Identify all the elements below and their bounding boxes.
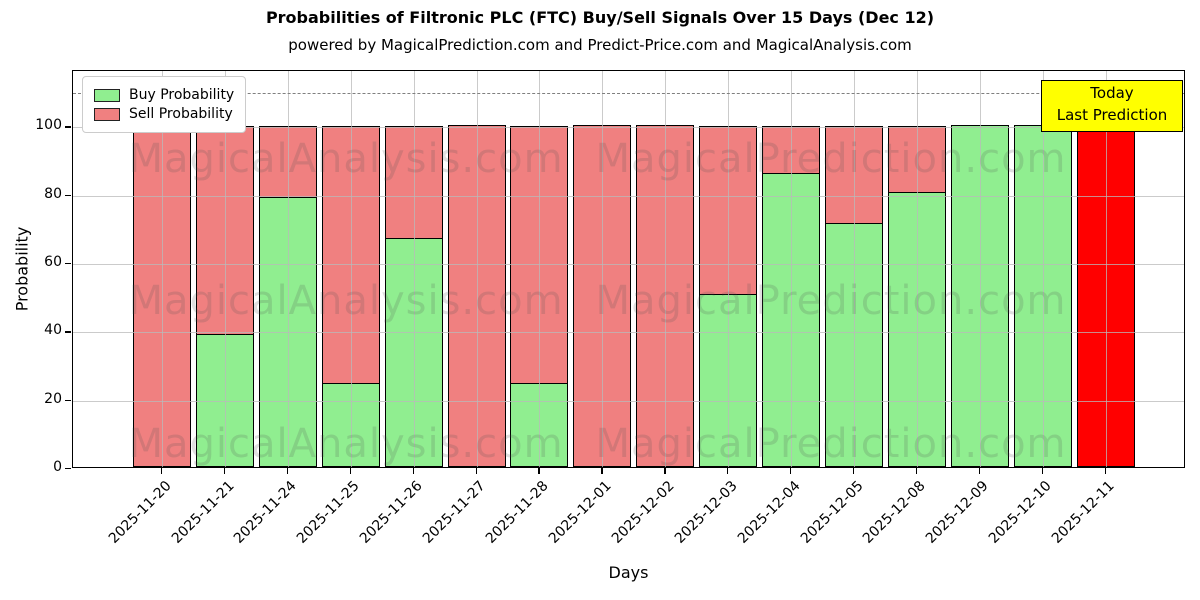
y-tick-label: 20 <box>44 390 62 407</box>
x-tick-mark <box>161 468 163 474</box>
x-tick-label: 2025-12-09 <box>923 478 993 547</box>
x-tick-label: 2025-12-05 <box>797 478 867 547</box>
chart-subtitle: powered by MagicalPrediction.com and Pre… <box>288 36 912 54</box>
y-tick-mark <box>65 263 71 265</box>
v-gridline <box>665 71 667 467</box>
x-tick-mark <box>538 468 540 474</box>
x-tick-mark <box>223 468 226 474</box>
legend-label-sell: Sell Probability <box>129 106 233 122</box>
x-tick-mark <box>412 468 414 474</box>
watermark-text: MagicalAnalysis.com <box>128 278 564 324</box>
v-gridline <box>413 71 415 467</box>
x-tick-mark <box>915 468 918 474</box>
watermark-text: MagicalPrediction.com <box>595 278 1067 324</box>
x-tick-label: 2025-12-03 <box>671 478 741 547</box>
x-tick-label: 2025-11-26 <box>357 478 426 547</box>
legend-label-buy: Buy Probability <box>129 87 235 103</box>
h-gridline <box>73 264 1184 266</box>
x-tick-mark <box>601 468 603 474</box>
watermark-text: MagicalPrediction.com <box>595 421 1067 467</box>
x-tick-label: 2025-12-08 <box>860 478 930 547</box>
x-tick-label: 2025-11-21 <box>168 478 238 547</box>
h-gridline <box>73 127 1184 129</box>
x-tick-label: 2025-12-01 <box>545 478 615 547</box>
v-gridline <box>728 71 730 467</box>
y-tick-mark <box>65 194 71 197</box>
x-tick-mark <box>790 468 792 474</box>
v-gridline <box>287 71 289 467</box>
v-gridline <box>1042 71 1044 467</box>
x-tick-label: 2025-11-28 <box>482 478 552 547</box>
y-tick-label: 0 <box>53 459 62 475</box>
watermark-text: MagicalAnalysis.com <box>128 421 564 467</box>
x-tick-mark <box>1041 468 1043 474</box>
sell-swatch-icon <box>94 107 120 121</box>
v-gridline <box>979 71 981 467</box>
y-tick-mark <box>65 399 71 402</box>
x-tick-label: 2025-12-04 <box>734 478 804 547</box>
plot-area: MagicalAnalysis.com MagicalPrediction.com… <box>72 70 1185 468</box>
x-tick-label: 2025-11-24 <box>231 478 301 547</box>
watermark-text: MagicalAnalysis.com <box>128 136 564 182</box>
h-gridline <box>73 195 1184 197</box>
x-tick-label: 2025-11-27 <box>419 478 489 547</box>
v-gridline <box>476 71 478 467</box>
h-gridline <box>73 400 1184 402</box>
x-tick-mark <box>852 468 855 474</box>
v-gridline <box>602 71 604 467</box>
threshold-dashed-line <box>73 93 1184 95</box>
x-tick-label: 2025-11-25 <box>294 478 364 547</box>
v-gridline <box>916 71 918 467</box>
y-tick-mark <box>65 126 71 128</box>
y-tick-label: 100 <box>35 117 62 134</box>
v-gridline <box>350 71 352 467</box>
x-tick-mark <box>286 468 289 474</box>
today-annotation-box: Today Last Prediction <box>1041 80 1183 132</box>
annotation-line2: Last Prediction <box>1056 105 1168 124</box>
v-gridline <box>1105 71 1107 467</box>
chart-title: Probabilities of Filtronic PLC (FTC) Buy… <box>265 8 935 27</box>
annotation-line1: Today <box>1090 84 1134 102</box>
v-gridline <box>224 71 226 467</box>
x-axis-label: Days <box>608 563 649 582</box>
h-gridline <box>73 332 1184 334</box>
v-gridline <box>162 71 163 467</box>
x-tick-mark <box>1104 468 1106 474</box>
v-gridline <box>539 71 541 467</box>
legend: Buy Probability Sell Probability <box>82 76 247 133</box>
x-tick-label: 2025-12-02 <box>608 478 678 547</box>
v-gridline <box>791 71 792 467</box>
y-tick-mark <box>65 468 71 470</box>
v-gridline <box>853 71 855 467</box>
x-tick-mark <box>727 468 729 474</box>
y-tick-mark <box>65 331 71 333</box>
x-tick-mark <box>349 468 352 474</box>
y-tick-label: 80 <box>44 185 62 202</box>
x-tick-label: 2025-11-20 <box>105 478 175 547</box>
y-tick-label: 60 <box>44 254 62 271</box>
x-tick-mark <box>664 468 666 474</box>
legend-item-sell: Sell Probability <box>94 106 234 122</box>
buy-swatch-icon <box>94 88 120 102</box>
x-tick-label: 2025-12-10 <box>986 478 1055 547</box>
legend-item-buy: Buy Probability <box>94 87 234 103</box>
x-tick-mark <box>475 468 477 474</box>
y-tick-label: 40 <box>44 322 62 339</box>
x-tick-label: 2025-12-11 <box>1048 478 1118 547</box>
x-tick-mark <box>978 468 981 474</box>
watermark-text: MagicalPrediction.com <box>595 136 1067 182</box>
